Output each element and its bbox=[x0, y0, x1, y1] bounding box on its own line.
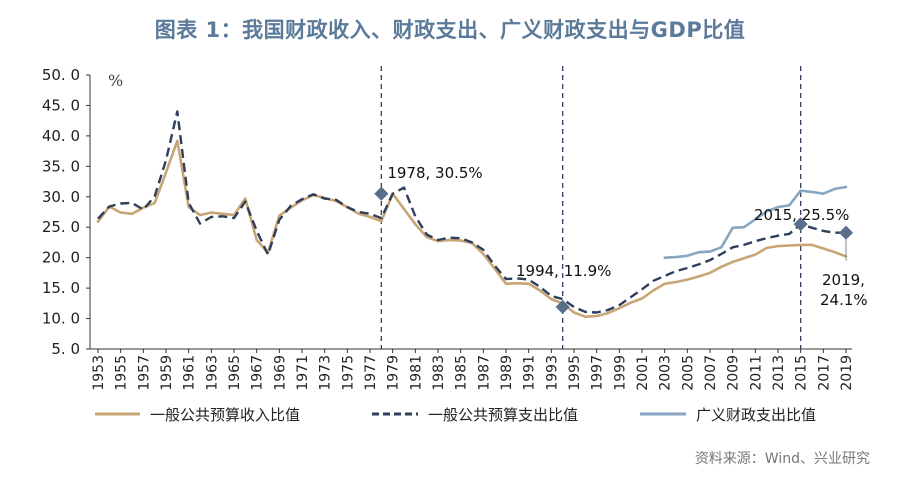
x-tick-label: 1959 bbox=[159, 355, 175, 391]
y-tick-label: 10. 0 bbox=[42, 310, 80, 328]
x-tick-label: 2005 bbox=[680, 355, 696, 391]
x-tick-label: 1955 bbox=[114, 355, 130, 391]
x-tick-label: 1993 bbox=[544, 355, 560, 391]
y-tick-label: 15. 0 bbox=[42, 279, 80, 297]
x-tick-label: 1999 bbox=[612, 355, 628, 391]
unit-label: % bbox=[108, 71, 123, 90]
y-tick-label: 5. 0 bbox=[51, 340, 80, 358]
x-tick-label: 2011 bbox=[748, 355, 764, 391]
data-marker-2019 bbox=[838, 225, 854, 240]
x-tick-label: 1971 bbox=[295, 355, 311, 391]
y-tick-label: 35. 0 bbox=[42, 157, 80, 175]
x-tick-label: 2019 bbox=[839, 355, 855, 391]
series-line-2 bbox=[97, 110, 846, 314]
annotation-label: 1978, 30.5% bbox=[387, 164, 482, 182]
x-tick-label: 1965 bbox=[227, 355, 243, 391]
y-tick-label: 25. 0 bbox=[42, 218, 80, 236]
annotation-label: 2015, 25.5% bbox=[754, 206, 849, 224]
x-tick-label: 2003 bbox=[658, 355, 674, 391]
x-tick-label: 1997 bbox=[590, 355, 606, 391]
x-tick-label: 1963 bbox=[204, 355, 220, 391]
annotation-label: 24.1% bbox=[820, 291, 868, 309]
x-tick-label: 1987 bbox=[476, 355, 492, 391]
y-tick-label: 45. 0 bbox=[42, 96, 80, 114]
x-tick-label: 1969 bbox=[272, 355, 288, 391]
x-tick-label: 1977 bbox=[363, 355, 379, 391]
x-tick-label: 2017 bbox=[816, 355, 832, 391]
x-tick-label: 2007 bbox=[703, 355, 719, 391]
legend-label-2: 一般公共预算支出比值 bbox=[428, 406, 578, 424]
annotation-label: 1994, 11.9% bbox=[516, 262, 611, 280]
legend-label-1: 一般公共预算收入比值 bbox=[150, 406, 300, 424]
y-tick-label: 30. 0 bbox=[42, 188, 80, 206]
x-tick-label: 1989 bbox=[499, 355, 515, 391]
x-tick-label: 1981 bbox=[408, 355, 424, 391]
x-tick-label: 1973 bbox=[318, 355, 334, 391]
x-tick-label: 1967 bbox=[250, 355, 266, 391]
data-marker-1978 bbox=[374, 186, 389, 201]
annotation-label: 2019, bbox=[822, 271, 865, 289]
source-note: 资料来源：Wind、兴业研究 bbox=[694, 451, 870, 467]
y-tick-label: 50. 0 bbox=[42, 66, 80, 84]
x-tick-label: 1991 bbox=[522, 355, 538, 391]
data-marker-1994 bbox=[555, 299, 570, 315]
x-tick-label: 1995 bbox=[567, 355, 583, 391]
y-tick-label: 40. 0 bbox=[42, 127, 80, 145]
x-tick-label: 1985 bbox=[454, 355, 470, 391]
x-tick-label: 1961 bbox=[182, 355, 198, 391]
x-tick-label: 2001 bbox=[635, 355, 651, 391]
x-tick-label: 2015 bbox=[794, 355, 810, 391]
x-tick-label: 2013 bbox=[771, 355, 787, 391]
x-tick-label: 1957 bbox=[136, 355, 152, 391]
x-tick-label: 2009 bbox=[726, 355, 742, 391]
series-line-3 bbox=[663, 185, 848, 260]
x-tick-label: 1953 bbox=[91, 355, 107, 391]
y-tick-label: 20. 0 bbox=[42, 249, 80, 267]
legend-label-3: 广义财政支出比值 bbox=[696, 406, 816, 424]
chart-title: 图表 1：我国财政收入、财政支出、广义财政支出与GDP比值 bbox=[154, 18, 746, 42]
x-tick-label: 1983 bbox=[431, 355, 447, 391]
x-tick-label: 1979 bbox=[386, 355, 402, 391]
x-tick-label: 1975 bbox=[340, 355, 356, 391]
data-marker-2015 bbox=[793, 217, 808, 232]
